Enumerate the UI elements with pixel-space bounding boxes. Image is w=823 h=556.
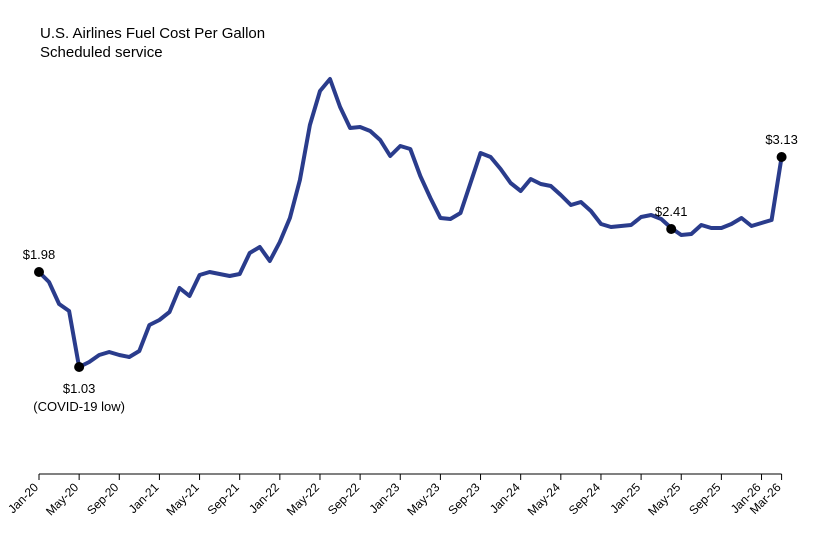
x-tick-label: Jan-21 <box>126 480 162 516</box>
x-tick-label: May-22 <box>284 480 322 518</box>
annotation-label: $2.41 <box>655 204 688 219</box>
annotation-marker <box>74 362 85 372</box>
x-tick-label: May-23 <box>404 480 442 518</box>
x-tick-label: May-20 <box>43 480 81 518</box>
x-tick-label: Sep-25 <box>686 480 723 517</box>
x-tick-label: Sep-24 <box>566 480 603 517</box>
x-tick-label: May-24 <box>525 480 563 518</box>
x-tick-label: Sep-23 <box>445 480 482 517</box>
x-tick-label: Jan-20 <box>5 480 41 516</box>
x-tick-label: Sep-22 <box>325 480 362 517</box>
annotation-marker <box>666 224 677 234</box>
annotation-marker <box>776 152 787 162</box>
annotation-note: (COVID-19 low) <box>33 399 125 414</box>
x-tick-label: Jan-23 <box>367 480 403 516</box>
annotation-label: $1.03 <box>63 381 96 396</box>
annotation-label: $3.13 <box>765 132 798 147</box>
annotation-label: $1.98 <box>23 247 56 262</box>
chart-title-block: U.S. Airlines Fuel Cost Per Gallon Sched… <box>40 24 265 62</box>
chart-title: U.S. Airlines Fuel Cost Per Gallon <box>40 25 266 42</box>
x-tick-label: May-21 <box>163 480 201 518</box>
x-tick-label: Jan-25 <box>607 480 643 516</box>
chart-subtitle: Scheduled service <box>40 44 163 61</box>
x-tick-label: Jan-22 <box>246 480 282 516</box>
x-tick-label: Jan-24 <box>487 480 523 516</box>
x-tick-label: Sep-20 <box>84 480 121 517</box>
series-line <box>37 77 784 369</box>
x-tick-label: Sep-21 <box>205 480 242 517</box>
x-tick-label: May-25 <box>645 480 683 518</box>
annotation-marker <box>34 267 44 277</box>
